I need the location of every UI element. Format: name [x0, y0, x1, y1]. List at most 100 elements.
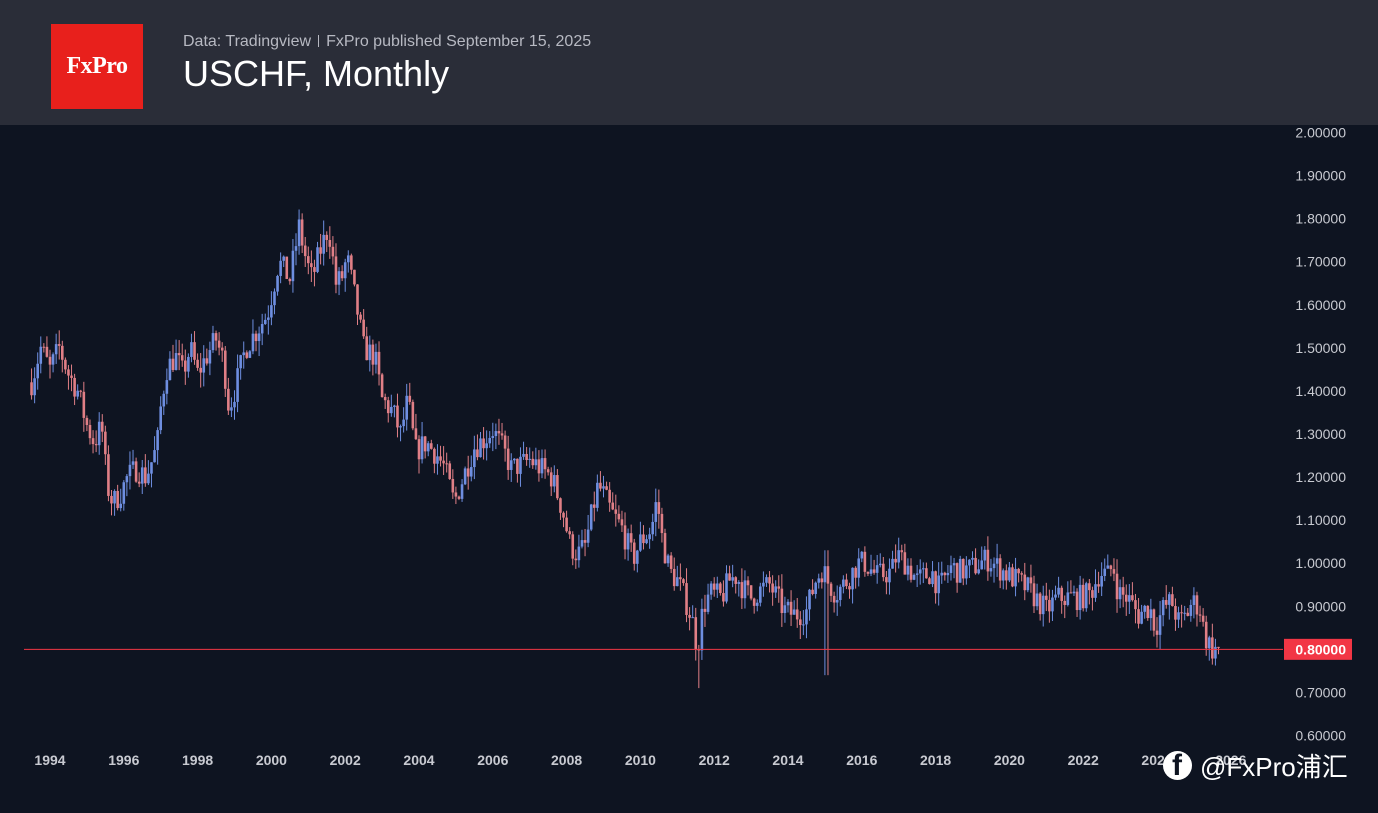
candle-body: [1045, 595, 1048, 600]
candle-body: [648, 534, 651, 540]
candle-body: [1057, 587, 1060, 595]
candle-body: [359, 314, 362, 320]
candle-body: [703, 608, 707, 612]
candle-body: [1195, 595, 1199, 615]
candle-body: [943, 572, 947, 576]
candle-body: [417, 439, 421, 460]
candle-body: [866, 571, 870, 574]
candle-body: [1078, 584, 1082, 611]
candle-body: [30, 382, 33, 396]
y-tick-label: 1.10000: [1295, 512, 1346, 528]
candle-body: [596, 482, 599, 508]
candle-body: [513, 458, 516, 461]
candle-body: [134, 461, 138, 482]
candle-body: [731, 577, 734, 581]
candle-body: [430, 443, 433, 449]
candle-body: [516, 458, 519, 474]
candle-body: [162, 393, 166, 407]
candle-body: [786, 601, 790, 606]
y-tick-label: 1.50000: [1295, 340, 1346, 356]
candle-body: [48, 356, 52, 365]
candle-body: [1164, 600, 1168, 605]
candle-body: [233, 401, 236, 408]
candle-body: [989, 568, 993, 572]
candle-body: [900, 550, 904, 553]
candle-body: [144, 467, 147, 484]
y-tick-label: 1.30000: [1295, 426, 1346, 442]
candle-body: [878, 563, 882, 566]
candle-body: [682, 579, 685, 584]
candle-body: [491, 436, 495, 438]
x-tick-label: 2016: [846, 752, 877, 768]
candle-body: [992, 563, 996, 569]
candle-body: [426, 443, 430, 452]
candle-body: [107, 454, 110, 496]
candle-body: [1008, 567, 1011, 581]
candle-body: [602, 486, 605, 489]
candle-body: [220, 347, 224, 351]
candle-body: [1026, 577, 1030, 591]
candle-body: [1149, 609, 1153, 619]
candle-body: [276, 275, 279, 292]
candle-body: [626, 533, 630, 550]
candle-body: [479, 438, 482, 458]
candle-body: [931, 571, 934, 585]
candle-body: [368, 344, 372, 361]
candle-body: [605, 486, 608, 490]
candle-body: [230, 407, 233, 411]
candle-body: [448, 463, 452, 479]
candle-body: [869, 569, 873, 574]
candle-body: [460, 484, 464, 499]
candle-body: [632, 542, 636, 564]
candle-body: [651, 521, 654, 535]
candle-body: [771, 583, 774, 593]
candle-body: [829, 583, 833, 596]
candle-body: [1158, 615, 1162, 635]
candle-body: [755, 602, 759, 606]
candle-body: [82, 391, 86, 418]
candle-body: [297, 219, 301, 247]
candle-body: [848, 586, 851, 590]
candle-body: [1054, 594, 1057, 598]
candle-body: [353, 269, 356, 285]
price-chart[interactable]: 2.00000 1.90000 1.80000 1.70000 1.60000 1.500…: [0, 125, 1378, 813]
candle-body: [663, 533, 667, 564]
candle-body: [217, 340, 221, 348]
candle-body: [1017, 568, 1020, 574]
candle-body: [1041, 595, 1045, 615]
candle-body: [208, 350, 212, 364]
candle-body: [202, 358, 206, 373]
candle-body: [313, 267, 316, 272]
candle-body: [559, 498, 562, 513]
candle-body: [854, 567, 857, 578]
candle-body: [356, 284, 359, 315]
candle-body: [153, 450, 156, 463]
candle-body: [571, 534, 575, 559]
candle-body: [660, 513, 664, 534]
candle-body: [676, 577, 679, 587]
candle-body: [925, 568, 928, 579]
candle-body: [912, 574, 916, 580]
candle-body: [187, 356, 190, 372]
candle-body: [184, 360, 187, 372]
x-tick-label: 2020: [994, 752, 1025, 768]
candle-body: [263, 319, 267, 325]
fxpro-logo: FxPro: [51, 24, 143, 109]
candle-body: [445, 463, 448, 465]
candle-body: [642, 534, 645, 544]
candle-body: [851, 567, 854, 590]
candle-body: [137, 481, 141, 484]
candle-body: [845, 579, 848, 587]
candle-body: [1069, 592, 1073, 594]
candle-body: [503, 435, 507, 449]
candle-body: [254, 333, 258, 342]
candle-body: [334, 256, 338, 285]
candle-body: [1032, 583, 1036, 607]
candle-body: [319, 247, 322, 254]
candle-body: [1072, 591, 1076, 594]
x-tick-label: 2006: [477, 752, 508, 768]
candle-body: [823, 566, 827, 583]
candle-body: [965, 565, 968, 579]
candle-body: [497, 431, 501, 434]
candle-body: [236, 368, 239, 402]
